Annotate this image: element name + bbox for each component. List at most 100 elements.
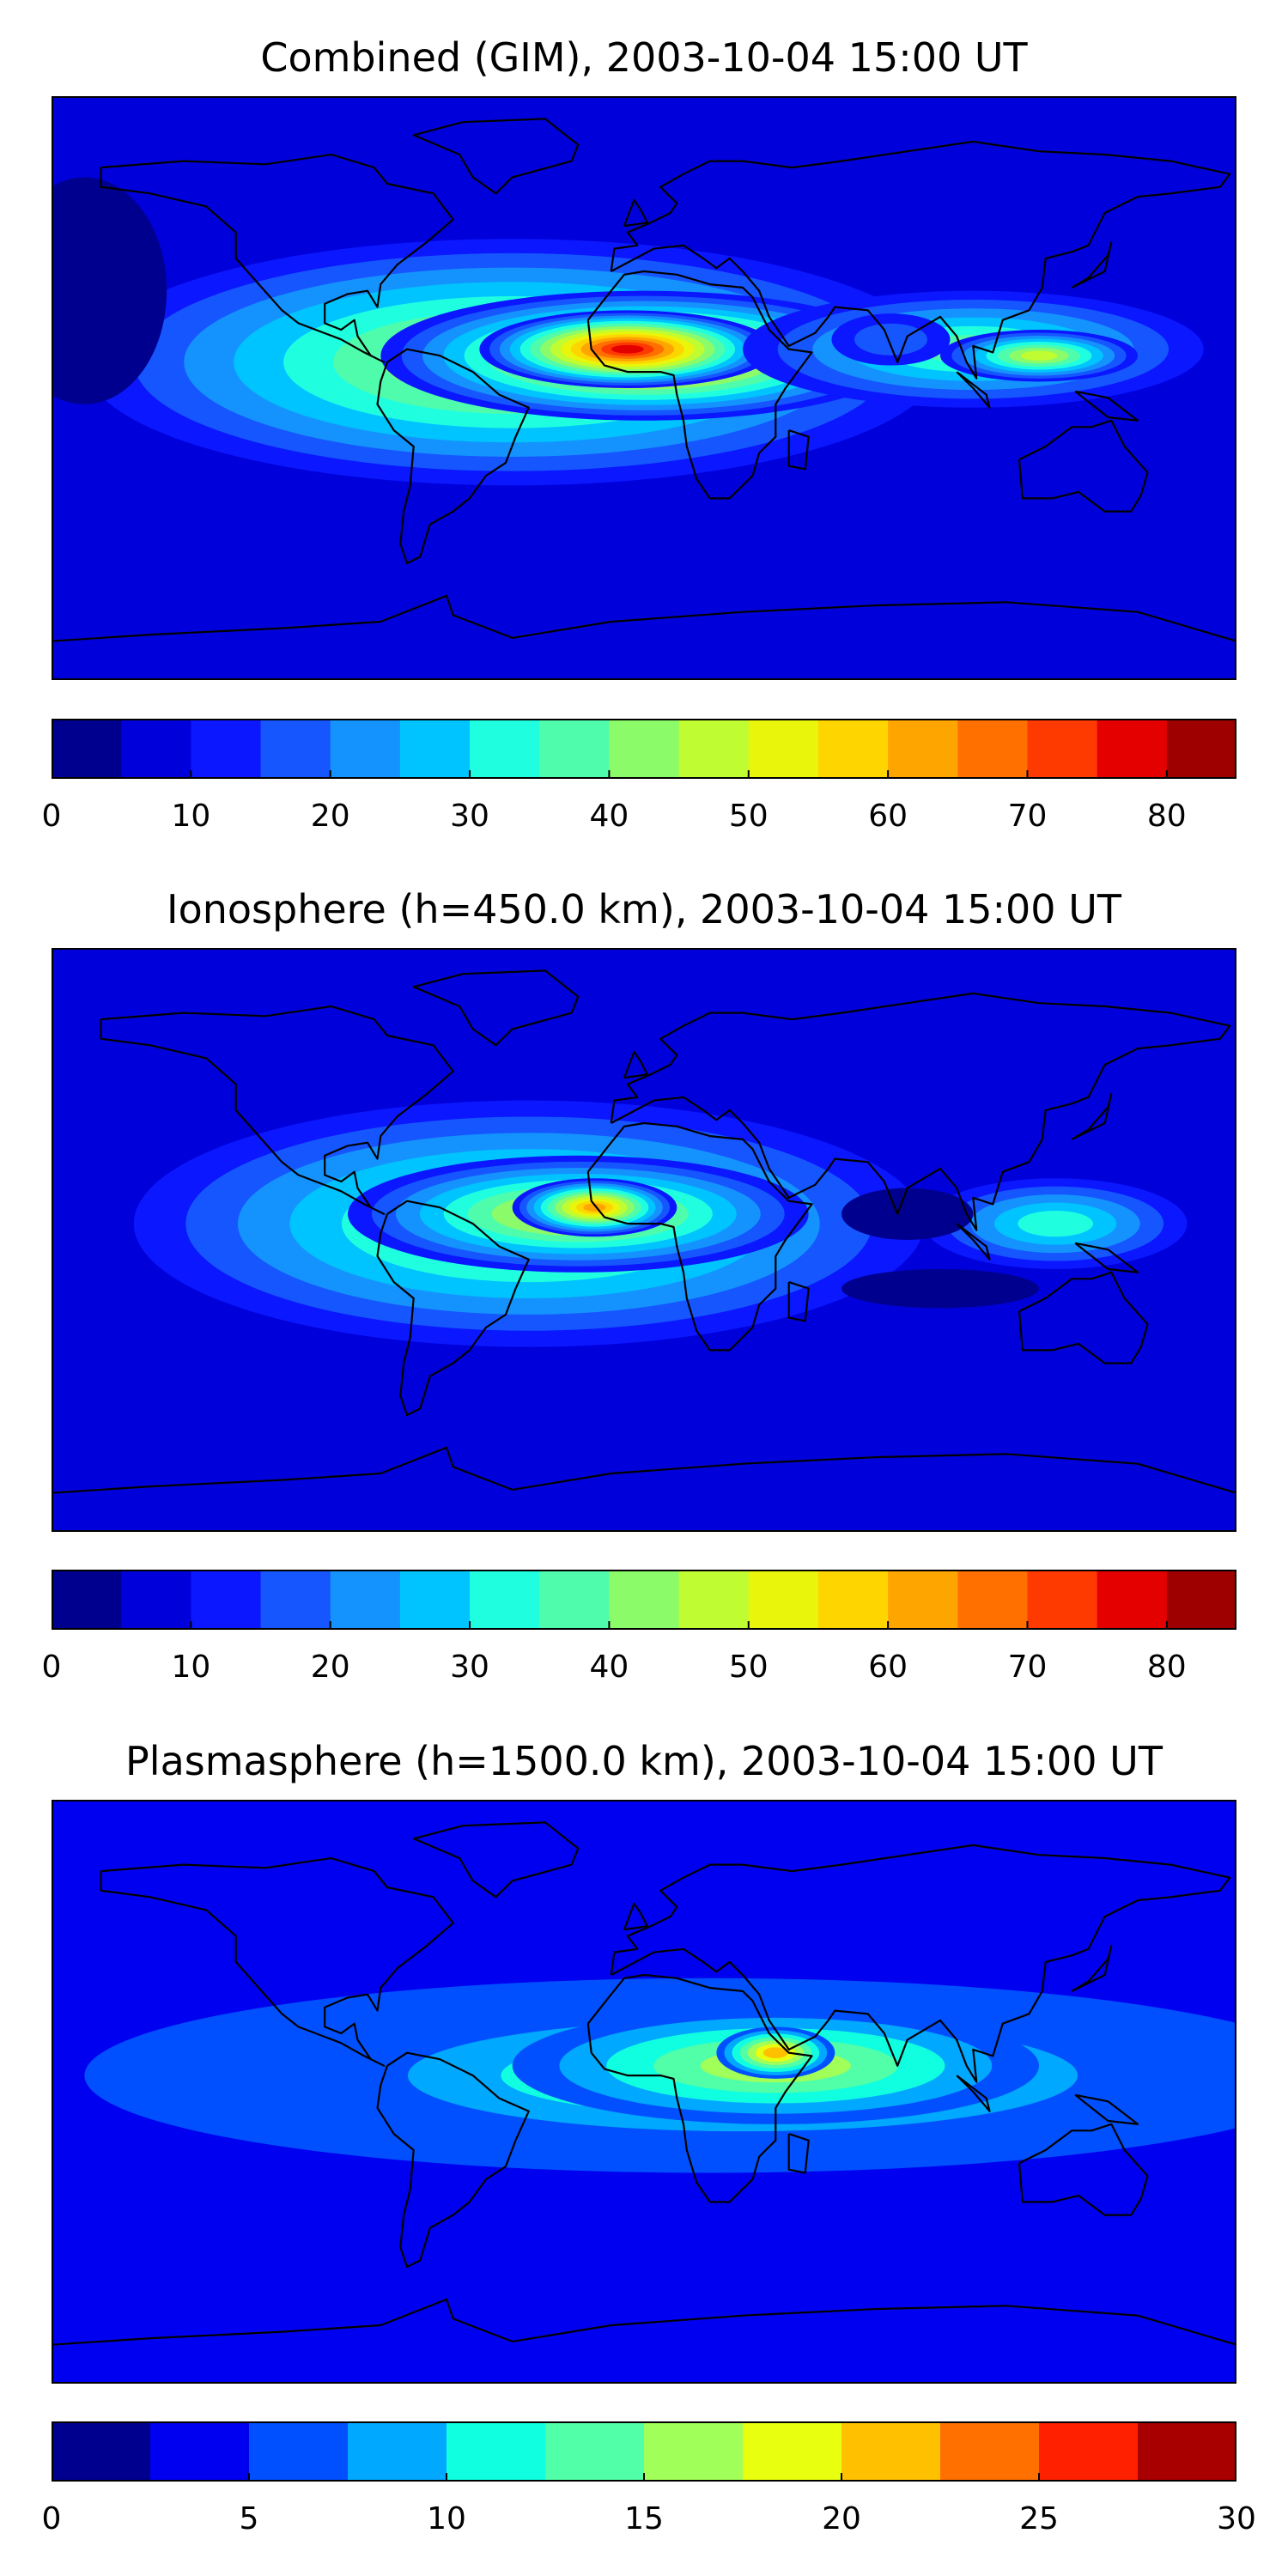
coastline-8 — [623, 1902, 648, 1931]
colorbar-segment — [52, 2421, 151, 2482]
map-plot — [52, 1800, 1236, 2384]
colorbar-tick-label: 40 — [589, 1649, 629, 1685]
coastline-1 — [376, 2051, 530, 2269]
colorbar-segment — [539, 719, 610, 779]
colorbar-frame — [52, 1570, 1236, 1630]
coastline-0 — [100, 1005, 454, 1215]
colorbar-tick-label: 0 — [41, 799, 62, 834]
chart-title: Combined (GIM), 2003-10-04 15:00 UT — [260, 34, 1028, 81]
colorbar-segment — [678, 1570, 750, 1630]
coastline-4 — [1018, 1271, 1149, 1364]
colorbar-segment — [260, 1570, 331, 1630]
coastline-2 — [586, 1121, 813, 1352]
colorbar-segment — [470, 719, 540, 779]
colorbar-tick-label: 10 — [427, 2501, 466, 2537]
colorbar-tick-label: 70 — [1007, 799, 1048, 834]
contour-band-5-2 — [854, 323, 927, 355]
coastline-9 — [1071, 1944, 1113, 1992]
colorbar-segment — [191, 719, 262, 779]
colorbar-tick-label: 0 — [41, 2501, 62, 2537]
coastline-1 — [376, 348, 530, 565]
coastline-11 — [1074, 1242, 1139, 1273]
colorbar-segment — [1039, 2421, 1139, 2482]
colorbar-tick-label: 10 — [171, 1649, 211, 1685]
coastline-11 — [1074, 390, 1139, 422]
colorbar-segment — [678, 719, 750, 779]
contour-band-4-8 — [1020, 350, 1058, 361]
colorbar-tick-label: 15 — [624, 2501, 664, 2537]
colorbar-tick-label: 25 — [1019, 2501, 1059, 2537]
colorbar-tick-label: 20 — [822, 2501, 861, 2537]
coastline-4 — [1018, 2123, 1149, 2216]
colorbar-tick-label: 30 — [450, 1649, 489, 1685]
colorbar-tick-label: 10 — [171, 799, 211, 834]
coastline-2 — [586, 1973, 813, 2203]
colorbar-tick-label: 20 — [310, 1649, 350, 1685]
colorbar-segment — [249, 2421, 349, 2482]
colorbar-segment — [1166, 719, 1236, 779]
coastline-7 — [787, 429, 810, 471]
coastline-8 — [623, 198, 648, 228]
colorbar-segment — [1097, 719, 1168, 779]
colorbar-segment — [888, 1570, 958, 1630]
colorbar-segment — [545, 2421, 645, 2482]
coastline-7 — [787, 2133, 810, 2174]
colorbar — [52, 1570, 1236, 1630]
colorbar — [52, 719, 1236, 779]
coastline-4 — [1018, 419, 1149, 513]
coastline-7 — [787, 1281, 810, 1322]
colorbar-segment — [539, 1570, 610, 1630]
colorbar-segment — [957, 1570, 1028, 1630]
colorbar — [52, 1570, 1236, 1630]
map-plot — [52, 96, 1236, 680]
colorbar-tick-label: 0 — [41, 1649, 62, 1685]
contour-band-2-14 — [611, 344, 644, 354]
coastline-9 — [1071, 240, 1113, 289]
colorbar-segment — [817, 1570, 889, 1630]
colorbar-segment — [121, 1570, 191, 1630]
colorbar-segment — [609, 1570, 680, 1630]
colorbar-tick-label: 80 — [1146, 799, 1187, 834]
colorbar-segment — [748, 1570, 819, 1630]
coastline-10 — [956, 371, 991, 409]
colorbar-segment — [1138, 2421, 1236, 2482]
colorbar-segment — [1166, 1570, 1236, 1630]
coastline-0 — [100, 153, 454, 363]
colorbar-tick-label: 30 — [450, 799, 489, 834]
map-frame — [52, 948, 1236, 1532]
colorbar-segment — [348, 2421, 447, 2482]
coastline-6 — [52, 594, 1236, 642]
colorbar-segment — [330, 719, 401, 779]
coastline-10 — [956, 2075, 991, 2112]
contour-band-6-1 — [52, 177, 167, 404]
colorbar-segment — [1097, 1570, 1168, 1630]
coastline-6 — [52, 2298, 1236, 2346]
colorbar-tick-label: 60 — [868, 1649, 908, 1685]
coastline-3 — [610, 1844, 1231, 2083]
coastline-2 — [586, 270, 813, 500]
colorbar-tick-label: 80 — [1146, 1649, 1187, 1685]
colorbar-segment — [330, 1570, 401, 1630]
colorbar-segment — [150, 2421, 250, 2482]
coastline-11 — [1074, 2093, 1139, 2125]
contour-band-5-1 — [841, 1269, 1039, 1309]
coastline-8 — [623, 1050, 648, 1079]
colorbar-segment — [399, 719, 471, 779]
chart-title: Plasmasphere (h=1500.0 km), 2003-10-04 1… — [125, 1738, 1163, 1784]
colorbar-segment — [957, 719, 1028, 779]
colorbar-tick-labels: 0 10 20 30 40 50 60 70 80 — [42, 799, 1236, 841]
colorbar-segment — [1027, 719, 1098, 779]
colorbar-tick-labels: 0 10 20 30 40 50 60 70 80 — [42, 1649, 1236, 1692]
colorbar-segment — [191, 1570, 262, 1630]
coastline-9 — [1071, 1092, 1113, 1140]
chart-title: Ionosphere (h=450.0 km), 2003-10-04 15:0… — [167, 886, 1121, 933]
colorbar-segment — [260, 719, 331, 779]
colorbar-frame — [52, 719, 1236, 779]
map-plot — [52, 1800, 1236, 2384]
coastline-5 — [412, 1821, 580, 1899]
colorbar-segment — [841, 2421, 941, 2482]
colorbar-segment — [748, 719, 819, 779]
coastline-6 — [52, 1446, 1236, 1494]
colorbar-segment — [888, 719, 958, 779]
colorbar-tick-label: 60 — [868, 799, 908, 834]
